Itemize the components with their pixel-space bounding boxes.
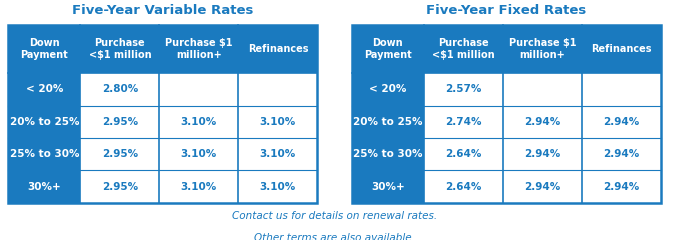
- Text: Other terms are also available.: Other terms are also available.: [254, 233, 415, 240]
- Text: Five-Year Variable Rates: Five-Year Variable Rates: [72, 4, 254, 17]
- Text: 25% to 30%: 25% to 30%: [353, 149, 423, 159]
- Text: Contact us for details on renewal rates.: Contact us for details on renewal rates.: [232, 211, 437, 221]
- Text: Refinances: Refinances: [591, 44, 652, 54]
- Text: 3.10%: 3.10%: [181, 117, 217, 127]
- Text: 3.10%: 3.10%: [260, 149, 296, 159]
- Text: Five-Year Fixed Rates: Five-Year Fixed Rates: [426, 4, 587, 17]
- Text: 3.10%: 3.10%: [260, 117, 296, 127]
- Text: < 20%: < 20%: [25, 84, 63, 94]
- Text: Refinances: Refinances: [247, 44, 308, 54]
- Text: 20% to 25%: 20% to 25%: [353, 117, 423, 127]
- Text: Down
Payment: Down Payment: [21, 38, 68, 60]
- Text: 3.10%: 3.10%: [260, 182, 296, 192]
- Bar: [352, 25, 661, 203]
- Text: 2.94%: 2.94%: [603, 182, 640, 192]
- Text: 2.94%: 2.94%: [603, 117, 640, 127]
- Text: 3.10%: 3.10%: [181, 149, 217, 159]
- Text: 30%+: 30%+: [371, 182, 405, 192]
- Text: 2.94%: 2.94%: [524, 149, 561, 159]
- Text: 25% to 30%: 25% to 30%: [10, 149, 79, 159]
- Text: 2.64%: 2.64%: [445, 149, 482, 159]
- Text: 2.95%: 2.95%: [102, 182, 138, 192]
- Bar: [8, 73, 80, 203]
- Text: 2.94%: 2.94%: [524, 117, 561, 127]
- Text: 2.94%: 2.94%: [524, 182, 561, 192]
- Text: 2.74%: 2.74%: [445, 117, 482, 127]
- Text: 3.10%: 3.10%: [181, 182, 217, 192]
- Text: Purchase $1
million+: Purchase $1 million+: [508, 38, 576, 60]
- Text: 20% to 25%: 20% to 25%: [10, 117, 79, 127]
- Text: 2.94%: 2.94%: [603, 149, 640, 159]
- Text: Down
Payment: Down Payment: [364, 38, 412, 60]
- Text: 2.95%: 2.95%: [102, 149, 138, 159]
- Bar: [8, 25, 317, 203]
- Text: Purchase $1
million+: Purchase $1 million+: [165, 38, 233, 60]
- Text: 2.80%: 2.80%: [102, 84, 138, 94]
- Text: Purchase
<$1 million: Purchase <$1 million: [89, 38, 151, 60]
- Text: < 20%: < 20%: [369, 84, 407, 94]
- Text: 2.95%: 2.95%: [102, 117, 138, 127]
- Text: 2.57%: 2.57%: [445, 84, 482, 94]
- Bar: [352, 73, 424, 203]
- Bar: [352, 25, 661, 73]
- Text: 2.64%: 2.64%: [445, 182, 482, 192]
- Text: Purchase
<$1 million: Purchase <$1 million: [432, 38, 495, 60]
- Bar: [8, 25, 317, 73]
- Text: 30%+: 30%+: [27, 182, 61, 192]
